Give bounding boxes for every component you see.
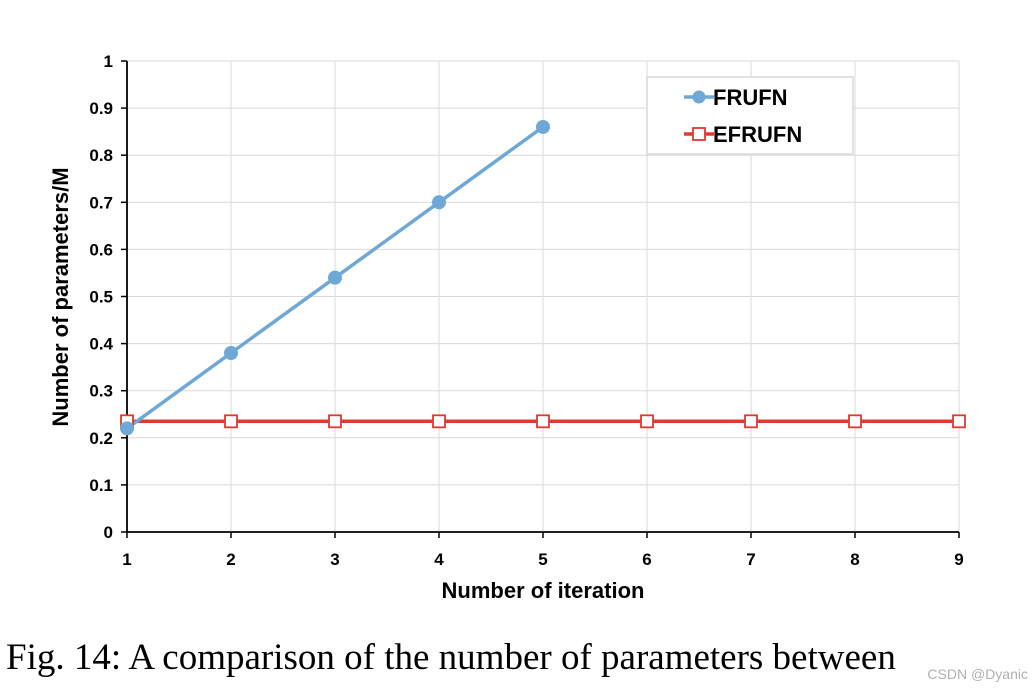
frufn-point xyxy=(432,195,446,210)
efrufn-point xyxy=(328,414,342,429)
y-tick-label: 0.3 xyxy=(89,382,113,401)
frufn-point xyxy=(328,270,342,285)
efrufn-point xyxy=(536,414,550,429)
legend-box xyxy=(646,76,854,155)
y-tick-label: 0.7 xyxy=(89,193,113,212)
x-tick-label: 3 xyxy=(330,550,339,569)
y-tick-label: 0.9 xyxy=(89,99,113,118)
x-axis-title: Number of iteration xyxy=(442,578,645,603)
y-tick-label: 0.2 xyxy=(89,429,113,448)
x-axis-ticks: 1 2 3 4 5 6 7 8 9 xyxy=(122,550,963,569)
y-tick-label: 0.4 xyxy=(89,335,113,354)
frufn-point xyxy=(120,421,134,436)
y-axis-ticks: 0 0.1 0.2 0.3 0.4 0.5 0.6 0.7 0.8 0.9 1 xyxy=(89,52,113,542)
legend-marker-efrufn xyxy=(692,127,706,141)
legend-label-efrufn: EFRUFN xyxy=(713,122,802,147)
y-tick-label: 0.5 xyxy=(89,288,113,307)
x-tick-label: 9 xyxy=(954,550,963,569)
x-tick-label: 8 xyxy=(850,550,859,569)
grid xyxy=(127,60,960,532)
watermark: CSDN @Dyanic xyxy=(927,666,1028,682)
efrufn-point xyxy=(640,414,654,429)
frufn-point xyxy=(224,346,238,361)
x-tick-label: 2 xyxy=(226,550,235,569)
x-tick-label: 1 xyxy=(122,550,131,569)
figure-caption: Fig. 14: A comparison of the number of p… xyxy=(6,637,896,678)
x-tick-label: 7 xyxy=(746,550,755,569)
x-tick-label: 6 xyxy=(642,550,651,569)
legend: FRUFN EFRUFN xyxy=(646,76,854,155)
series-layer xyxy=(120,119,966,436)
y-axis-title: Number of parameters/M xyxy=(48,167,73,426)
legend-marker-frufn xyxy=(692,90,706,104)
frufn-point xyxy=(536,119,550,134)
y-tick-label: 0.8 xyxy=(89,146,113,165)
efrufn-point xyxy=(432,414,446,429)
x-tick-label: 4 xyxy=(434,550,444,569)
legend-label-frufn: FRUFN xyxy=(713,85,788,110)
efrufn-point xyxy=(224,414,238,429)
efrufn-point xyxy=(952,414,966,429)
y-tick-label: 0 xyxy=(104,523,113,542)
y-tick-label: 0.1 xyxy=(89,476,113,495)
x-tick-label: 5 xyxy=(538,550,547,569)
axes xyxy=(121,60,960,538)
y-tick-label: 0.6 xyxy=(89,240,113,259)
y-tick-label: 1 xyxy=(104,52,113,71)
efrufn-point xyxy=(744,414,758,429)
efrufn-point xyxy=(848,414,862,429)
